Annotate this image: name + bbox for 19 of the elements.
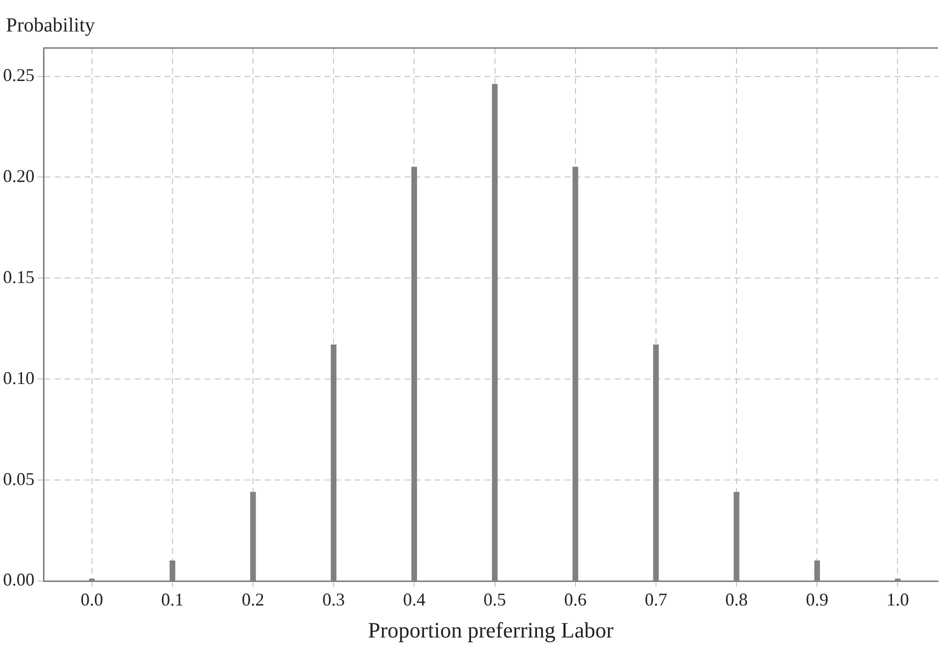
x-tick-label: 0.9 (806, 590, 828, 610)
x-tick-label: 0.6 (564, 590, 587, 610)
x-axis-title: Proportion preferring Labor (368, 618, 614, 643)
x-tick-label: 1.0 (886, 590, 909, 610)
y-tick-label: 0.10 (3, 368, 34, 388)
y-tick-label: 0.25 (3, 65, 34, 85)
y-tick-label: 0.15 (3, 266, 34, 287)
y-tick-label: 0.00 (3, 570, 34, 590)
x-tick-label: 0.0 (80, 590, 104, 610)
x-tick-label: 0.3 (322, 590, 345, 610)
x-tick-label: 0.4 (402, 590, 426, 610)
x-tick-label: 0.5 (484, 590, 506, 610)
x-tick-label: 0.1 (161, 590, 184, 610)
x-tick-label: 0.2 (242, 590, 264, 610)
y-tick-label: 0.20 (3, 166, 34, 186)
x-tick-label: 0.8 (725, 590, 748, 610)
x-tick-label: 0.7 (644, 590, 668, 610)
y-tick-label: 0.05 (3, 468, 34, 489)
y-axis-title: Probability (6, 14, 95, 36)
